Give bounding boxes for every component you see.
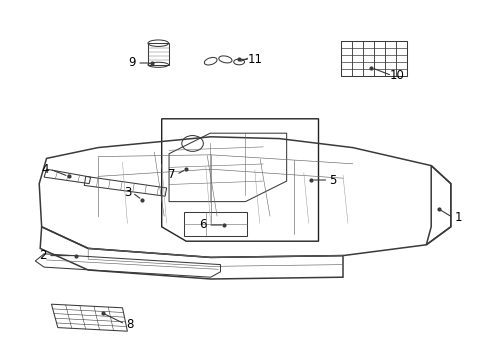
- Text: 8: 8: [126, 318, 134, 330]
- Text: 4: 4: [41, 163, 49, 176]
- Text: 1: 1: [454, 211, 462, 224]
- Text: 10: 10: [390, 69, 404, 82]
- Bar: [184, 212, 247, 236]
- Text: 2: 2: [39, 249, 47, 262]
- Text: 3: 3: [123, 186, 131, 199]
- Text: 11: 11: [247, 53, 262, 66]
- Text: 5: 5: [329, 174, 337, 186]
- Text: 7: 7: [168, 168, 175, 181]
- Text: 9: 9: [128, 57, 136, 69]
- Text: 6: 6: [199, 219, 207, 231]
- Bar: [148, 43, 169, 65]
- Bar: [341, 41, 407, 76]
